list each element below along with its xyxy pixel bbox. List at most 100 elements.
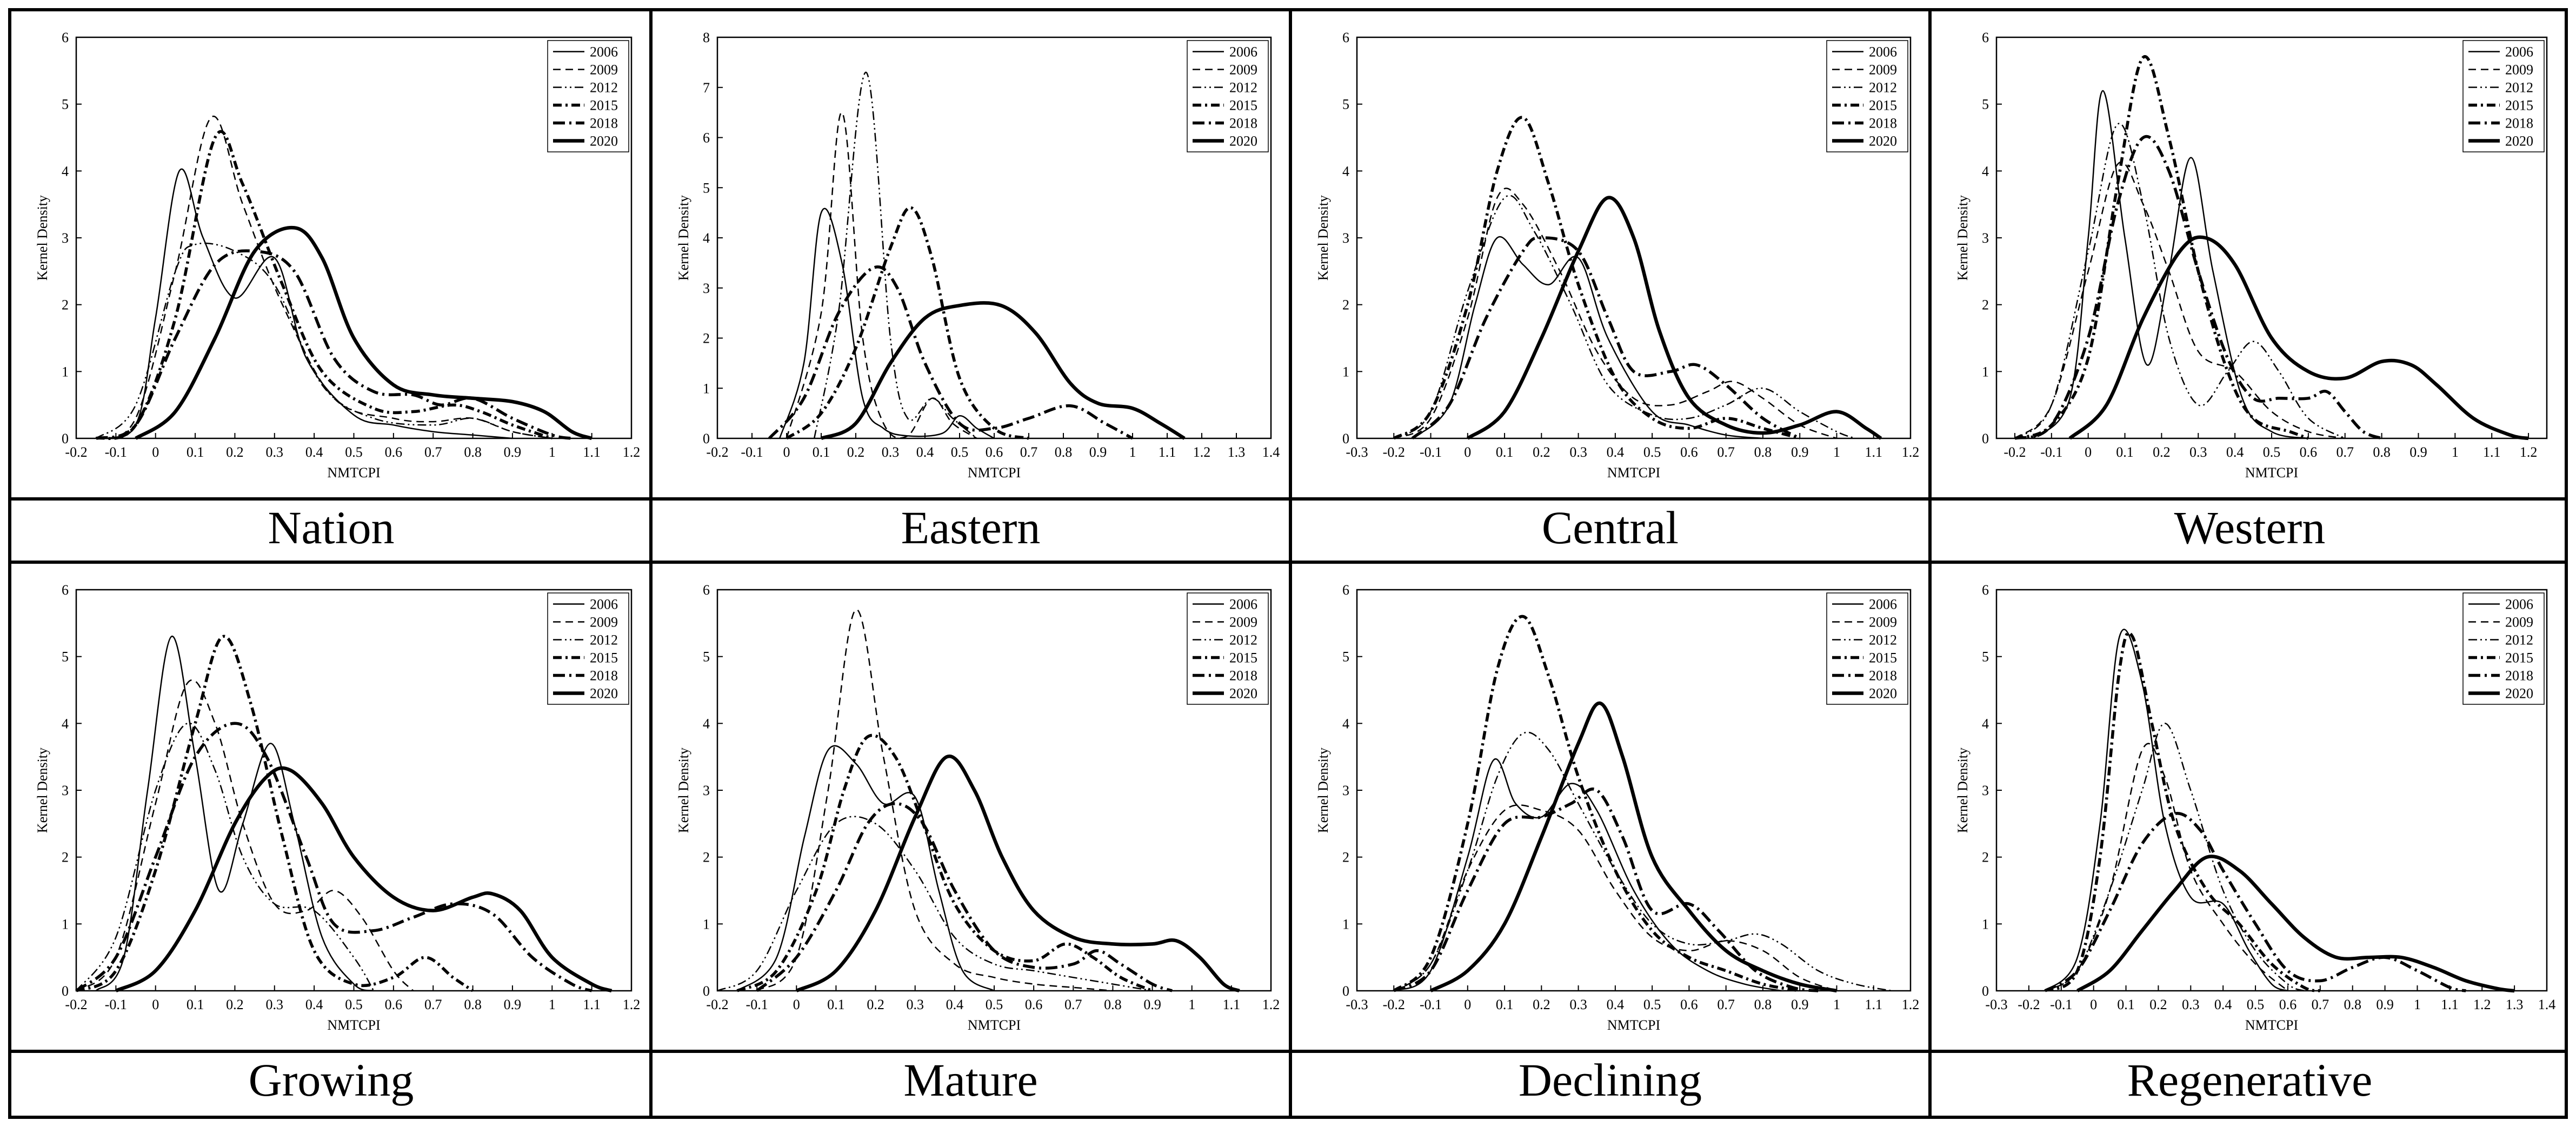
series-line-2020 [115, 766, 613, 993]
x-tick-label: 1.2 [623, 997, 641, 1012]
series-line-2012 [717, 816, 1153, 992]
region-label-mature: Mature [903, 1054, 1038, 1106]
x-tick-label: 0.2 [226, 444, 244, 460]
series-line-2006 [736, 745, 995, 992]
x-tick-label: 0.4 [946, 997, 964, 1012]
legend-label-2006: 2006 [2505, 597, 2533, 612]
x-tick-label: -0.3 [1346, 997, 1368, 1012]
y-axis-label: Kernel Density [676, 748, 691, 833]
y-tick-label: 6 [1982, 582, 1989, 598]
legend-label-2012: 2012 [1869, 80, 1897, 96]
series-line-2015 [75, 635, 474, 992]
legend-label-2020: 2020 [590, 134, 618, 149]
series-line-2012 [95, 242, 553, 439]
series-line-2015 [95, 130, 553, 440]
series-line-2018 [2044, 811, 2466, 992]
x-tick-label: -0.2 [2018, 997, 2040, 1012]
series-line-2018 [75, 722, 593, 992]
legend-label-2006: 2006 [1229, 44, 1257, 60]
x-tick-label: 0.8 [1754, 997, 1772, 1012]
series-line-2018 [1393, 788, 1819, 992]
legend-label-2006: 2006 [1869, 44, 1897, 60]
y-tick-label: 3 [62, 783, 69, 798]
legend-label-2015: 2015 [2505, 98, 2533, 114]
x-tick-label: 0.1 [187, 997, 204, 1012]
legend-label-2015: 2015 [1229, 98, 1257, 114]
series-line-2012 [813, 71, 977, 439]
legend-label-2015: 2015 [1869, 650, 1897, 666]
y-tick-label: 1 [1342, 364, 1349, 379]
y-tick-label: 2 [62, 850, 69, 865]
legend-label-2006: 2006 [1229, 597, 1257, 612]
x-tick-label: 1.2 [1902, 444, 1920, 460]
y-tick-label: 4 [62, 716, 69, 731]
x-tick-label: 1.3 [1228, 444, 1246, 460]
y-tick-label: 2 [62, 297, 69, 313]
series-line-2018 [756, 802, 1173, 992]
y-tick-label: 6 [62, 582, 69, 598]
series-line-2012 [2045, 723, 2305, 992]
x-tick-label: 0.4 [2226, 444, 2244, 460]
legend-label-2009: 2009 [2505, 62, 2533, 78]
x-tick-label: 0.9 [504, 997, 522, 1012]
x-tick-label: 1 [1833, 997, 1840, 1012]
y-tick-label: 3 [703, 783, 710, 798]
y-tick-label: 7 [703, 80, 710, 96]
x-tick-label: 1.2 [1193, 444, 1211, 460]
y-axis-label: Kernel Density [676, 195, 691, 281]
series-line-2012 [2014, 123, 2346, 439]
x-tick-label: 1 [1129, 444, 1136, 460]
y-tick-label: 1 [1982, 364, 1989, 379]
legend-label-2012: 2012 [1869, 632, 1897, 648]
legend-label-2018: 2018 [590, 116, 618, 131]
x-axis-label: NMTCPI [1607, 1017, 1660, 1033]
x-tick-label: 1.1 [1223, 997, 1241, 1012]
x-tick-label: 0.6 [1025, 997, 1043, 1012]
y-tick-label: 0 [1342, 983, 1349, 999]
legend-label-2009: 2009 [1869, 62, 1897, 78]
y-tick-label: 2 [1342, 297, 1349, 313]
x-tick-label: 0.9 [2376, 997, 2394, 1012]
y-tick-label: 5 [1342, 649, 1349, 665]
y-tick-label: 5 [1342, 97, 1349, 112]
series-line-2020 [795, 754, 1240, 993]
series-line-2006 [1393, 758, 1782, 992]
legend-label-2018: 2018 [1229, 668, 1257, 684]
y-tick-label: 5 [1982, 649, 1989, 665]
x-tick-label: 1.3 [2506, 997, 2524, 1012]
series-line-2018 [2014, 135, 2382, 440]
x-tick-label: 0.3 [1569, 997, 1587, 1012]
y-tick-label: 5 [62, 649, 69, 665]
series-line-2009 [96, 115, 553, 439]
x-tick-label: 0.9 [504, 444, 522, 460]
x-tick-label: 0.2 [226, 997, 244, 1012]
y-tick-label: 1 [62, 364, 69, 379]
series-line-2006 [95, 636, 374, 992]
y-tick-label: 6 [1982, 30, 1989, 45]
x-tick-label: 1 [2414, 997, 2421, 1012]
y-tick-label: 8 [703, 30, 710, 45]
y-tick-label: 5 [703, 649, 710, 665]
x-tick-label: 0.3 [1569, 444, 1587, 460]
series-line-2015 [1393, 615, 1800, 992]
x-tick-label: -0.2 [1383, 997, 1405, 1012]
x-axis-label: NMTCPI [2245, 465, 2298, 481]
x-tick-label: 0.1 [187, 444, 204, 460]
x-tick-label: -0.1 [746, 997, 768, 1012]
x-tick-label: 0.8 [1055, 444, 1073, 460]
series-line-2015 [786, 206, 1029, 440]
x-tick-label: 1 [1188, 997, 1195, 1012]
x-tick-label: 0.5 [951, 444, 969, 460]
series-line-2006 [2032, 90, 2309, 439]
chart-declining: -0.3 -0.2 -0.1 0 0.1 0.2 0.3 0.4 0.5 0.6 0.7 0.8 0.9… [1315, 582, 1919, 1033]
x-tick-label: 0.7 [424, 997, 442, 1012]
x-tick-label: 1.2 [623, 444, 641, 460]
y-tick-label: 3 [1982, 783, 1989, 798]
legend-label-2012: 2012 [2505, 632, 2533, 648]
y-tick-label: 0 [1342, 431, 1349, 446]
x-tick-label: 0.7 [1064, 997, 1082, 1012]
legend-label-2018: 2018 [1229, 116, 1257, 131]
y-tick-label: 4 [1342, 163, 1349, 179]
x-tick-label: -0.1 [741, 444, 763, 460]
y-tick-label: 1 [62, 916, 69, 932]
